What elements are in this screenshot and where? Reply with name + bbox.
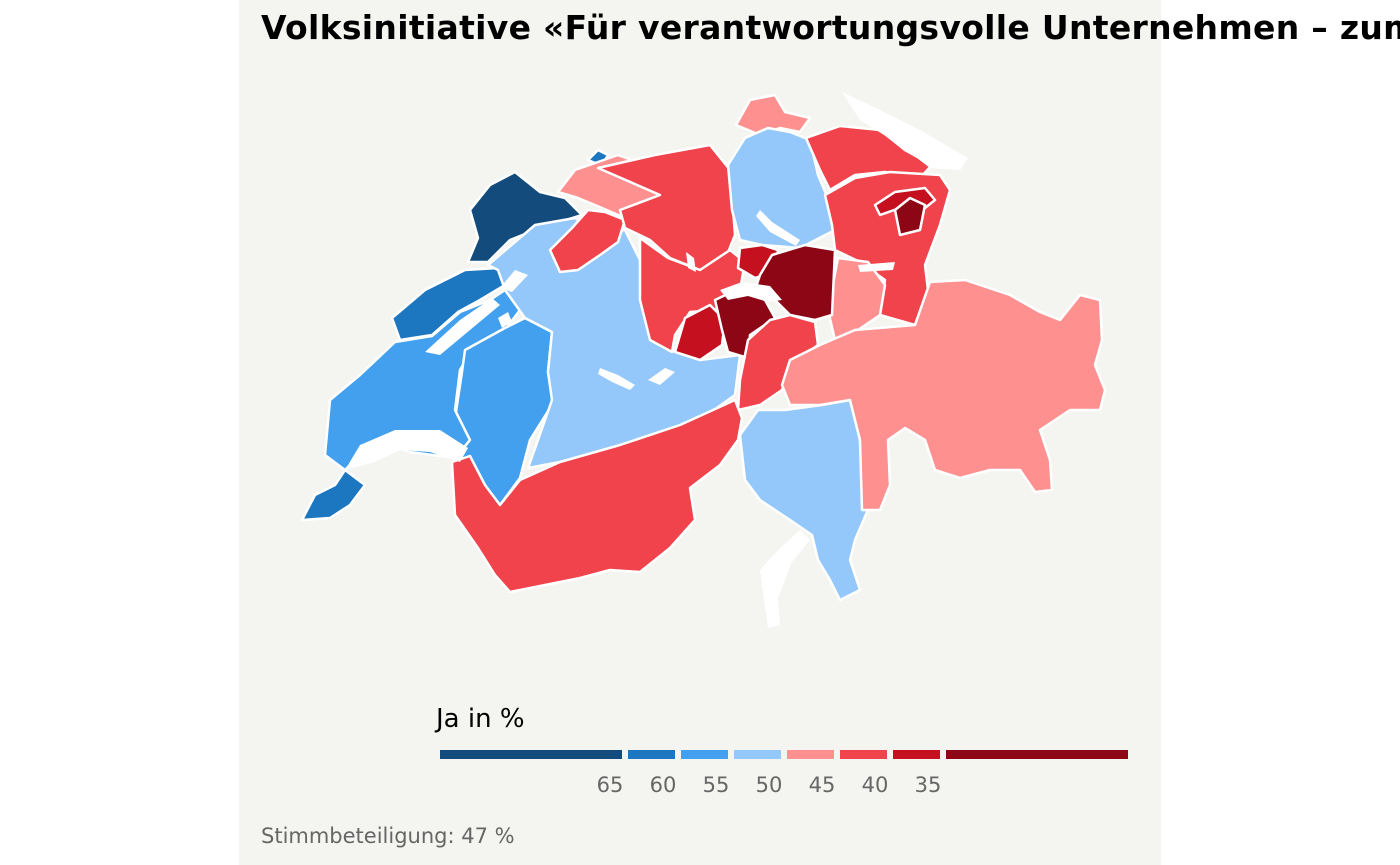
lake-zurich: [756, 210, 800, 246]
lake-maggiore: [760, 530, 810, 628]
legend-swatch-8: [946, 750, 1128, 759]
region-obwalden[interactable]: [673, 303, 727, 362]
legend-swatch-3: [681, 750, 728, 759]
lake-brienz: [648, 368, 675, 385]
lake-sempach: [686, 252, 696, 272]
legend-tick: 45: [808, 773, 836, 797]
legend-swatch-1: [440, 750, 622, 759]
lake-murten: [498, 312, 512, 328]
legend-tick: 60: [649, 773, 677, 797]
lake-walensee: [858, 262, 895, 272]
lakes: [345, 92, 968, 628]
legend-tick: 35: [914, 773, 942, 797]
legend-swatch-7: [893, 750, 940, 759]
title-clip: Volksinitiative «Für verantwortungsvolle…: [0, 0, 1400, 70]
turnout-caption: Stimmbeteiligung: 47 %: [261, 824, 515, 848]
lake-neuchatel: [425, 298, 500, 355]
region-graubunden[interactable]: [780, 278, 1107, 512]
region-appenzell-innerrhoden[interactable]: [893, 196, 927, 237]
legend-swatch-5: [787, 750, 834, 759]
legend-swatch-6: [840, 750, 887, 759]
legend-tick: 55: [702, 773, 730, 797]
region-geneve[interactable]: [300, 468, 367, 522]
legend-bar: [440, 750, 1128, 759]
lake-lucerne: [720, 282, 782, 302]
legend-swatch-2: [628, 750, 675, 759]
lake-biel: [500, 270, 528, 292]
legend-tick: 50: [755, 773, 783, 797]
map-title: Volksinitiative «Für verantwortungsvolle…: [261, 8, 1400, 47]
legend-tick: 40: [861, 773, 889, 797]
legend-title: Ja in %: [436, 704, 525, 734]
lake-geneva: [345, 430, 468, 470]
lake-thun: [598, 368, 635, 390]
region-solothurn[interactable]: [548, 208, 627, 274]
lake-constance: [842, 92, 968, 170]
legend-swatch-4: [734, 750, 781, 759]
legend-tick: 65: [596, 773, 624, 797]
region-ticino[interactable]: [738, 398, 872, 602]
region-valais[interactable]: [450, 398, 744, 594]
